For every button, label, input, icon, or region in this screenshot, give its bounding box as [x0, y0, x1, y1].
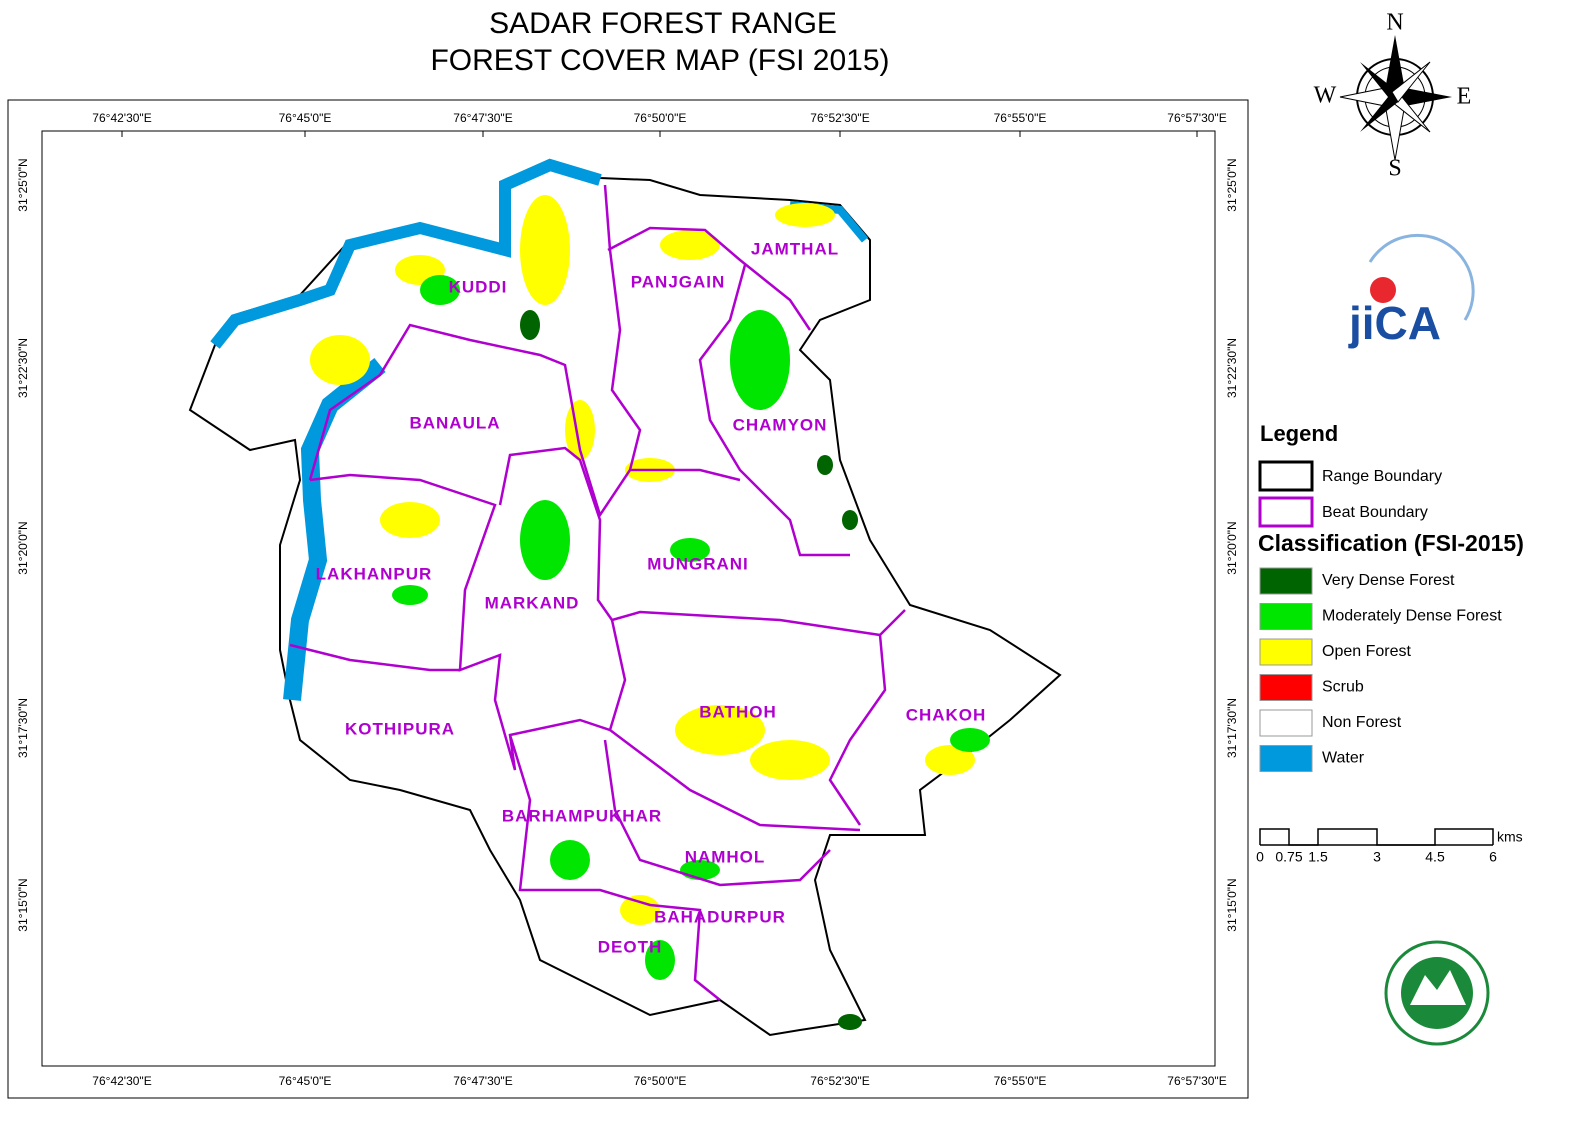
water: [210, 158, 602, 349]
longitude-label: 76°55'0"E: [994, 1074, 1047, 1088]
legend-title: Legend: [1260, 421, 1338, 446]
beat-label: MUNGRANI: [647, 554, 749, 573]
open-forest: [310, 195, 975, 925]
legend-swatch: [1259, 709, 1313, 737]
longitude-label: 76°47'30"E: [453, 1074, 512, 1088]
legend-label: Very Dense Forest: [1322, 572, 1455, 589]
legend-swatch: [1258, 460, 1314, 492]
latitude-label: 31°22'30"N: [16, 338, 30, 398]
legend-label: Open Forest: [1322, 643, 1411, 660]
compass-west: W: [1314, 83, 1337, 109]
legend-label: Non Forest: [1322, 714, 1402, 731]
latitude-label: 31°20'0"N: [1225, 521, 1239, 574]
beat-boundaries: [289, 184, 906, 1001]
legend-swatch: [1259, 674, 1313, 701]
legend-swatch: [1259, 603, 1313, 630]
longitude-label: 76°50'0"E: [634, 1074, 687, 1088]
water: [283, 357, 386, 701]
longitude-label: 76°57'30"E: [1167, 1074, 1226, 1088]
beat-label: DEOTH: [598, 937, 663, 956]
scale-label: 0: [1256, 849, 1264, 865]
scale-label: 6: [1489, 849, 1497, 865]
latitude-label: 31°20'0"N: [16, 521, 30, 574]
latitude-label: 31°22'30"N: [1225, 338, 1239, 398]
classification-title: Classification (FSI-2015): [1258, 530, 1524, 556]
beat-label: MARKAND: [485, 593, 580, 612]
longitude-label: 76°45'0"E: [279, 111, 332, 125]
legend-label: Range Boundary: [1322, 468, 1442, 485]
compass-south: S: [1388, 156, 1401, 182]
scale-bar: [1259, 828, 1494, 846]
latitude-label: 31°25'0"N: [1225, 158, 1239, 211]
beat-label: KUDDI: [449, 277, 508, 296]
title-line: SADAR FOREST RANGE: [489, 7, 837, 40]
inner-frame: [41, 130, 1216, 1067]
compass-north: N: [1386, 10, 1403, 36]
beat-label: CHAKOH: [906, 705, 987, 724]
latitude-label: 31°17'30"N: [1225, 698, 1239, 758]
latitude-label: 31°25'0"N: [16, 158, 30, 211]
beat-label: CHAMYON: [733, 415, 828, 434]
compass-east: E: [1457, 84, 1472, 110]
latitude-label: 31°15'0"N: [16, 878, 30, 931]
longitude-label: 76°42'30"E: [92, 111, 151, 125]
map-area: KUDDI PANJGAIN JAMTHAL BANAULA CHAMYON LAKHAN…: [188, 158, 1062, 1037]
beat-label: PANJGAIN: [631, 272, 726, 291]
moderately-dense-forest: [392, 275, 990, 980]
legend-label: Water: [1322, 750, 1365, 767]
legend-swatch: [1258, 496, 1314, 528]
longitude-label: 76°52'30"E: [810, 1074, 869, 1088]
longitude-label: 76°45'0"E: [279, 1074, 332, 1088]
title-line: FOREST COVER MAP (FSI 2015): [430, 44, 889, 77]
legend-swatch: [1259, 567, 1313, 595]
beat-label: LAKHANPUR: [316, 564, 433, 583]
compass: [1339, 35, 1452, 161]
longitude-label: 76°52'30"E: [810, 111, 869, 125]
forest-dept-logo: [1384, 940, 1490, 1046]
very-dense-forest: [520, 310, 862, 1030]
latitude-label: 31°17'30"N: [16, 698, 30, 758]
legend-label: Moderately Dense Forest: [1322, 608, 1502, 625]
scale-label: 3: [1373, 849, 1381, 865]
longitude-label: 76°50'0"E: [634, 111, 687, 125]
latitude-label: 31°15'0"N: [1225, 878, 1239, 931]
beat-label: JAMTHAL: [751, 239, 839, 258]
legend-label: Beat Boundary: [1322, 504, 1428, 521]
beat-label: BARHAMPUKHAR: [502, 806, 662, 825]
beat-label: NAMHOL: [685, 847, 766, 866]
jica-logo: jiCA: [1348, 233, 1475, 349]
legend-label: Scrub: [1322, 679, 1364, 696]
beat-label: BANAULA: [409, 413, 500, 432]
beat-label: BATHOH: [699, 702, 776, 721]
scale-label: 1.5: [1308, 849, 1328, 865]
scale-label: 4.5: [1425, 849, 1445, 865]
jica-text: jiCA: [1348, 297, 1441, 349]
outer-frame: [7, 99, 1249, 1099]
legend-swatch: [1259, 745, 1313, 772]
longitude-label: 76°42'30"E: [92, 1074, 151, 1088]
beat-label: KOTHIPURA: [345, 719, 455, 738]
longitude-label: 76°57'30"E: [1167, 111, 1226, 125]
longitude-label: 76°55'0"E: [994, 111, 1047, 125]
legend-swatch: [1259, 638, 1313, 666]
beat-label: BAHADURPUR: [654, 907, 786, 926]
longitude-label: 76°47'30"E: [453, 111, 512, 125]
scale-label: 0.75: [1275, 849, 1302, 865]
scale-unit: kms: [1497, 829, 1523, 845]
